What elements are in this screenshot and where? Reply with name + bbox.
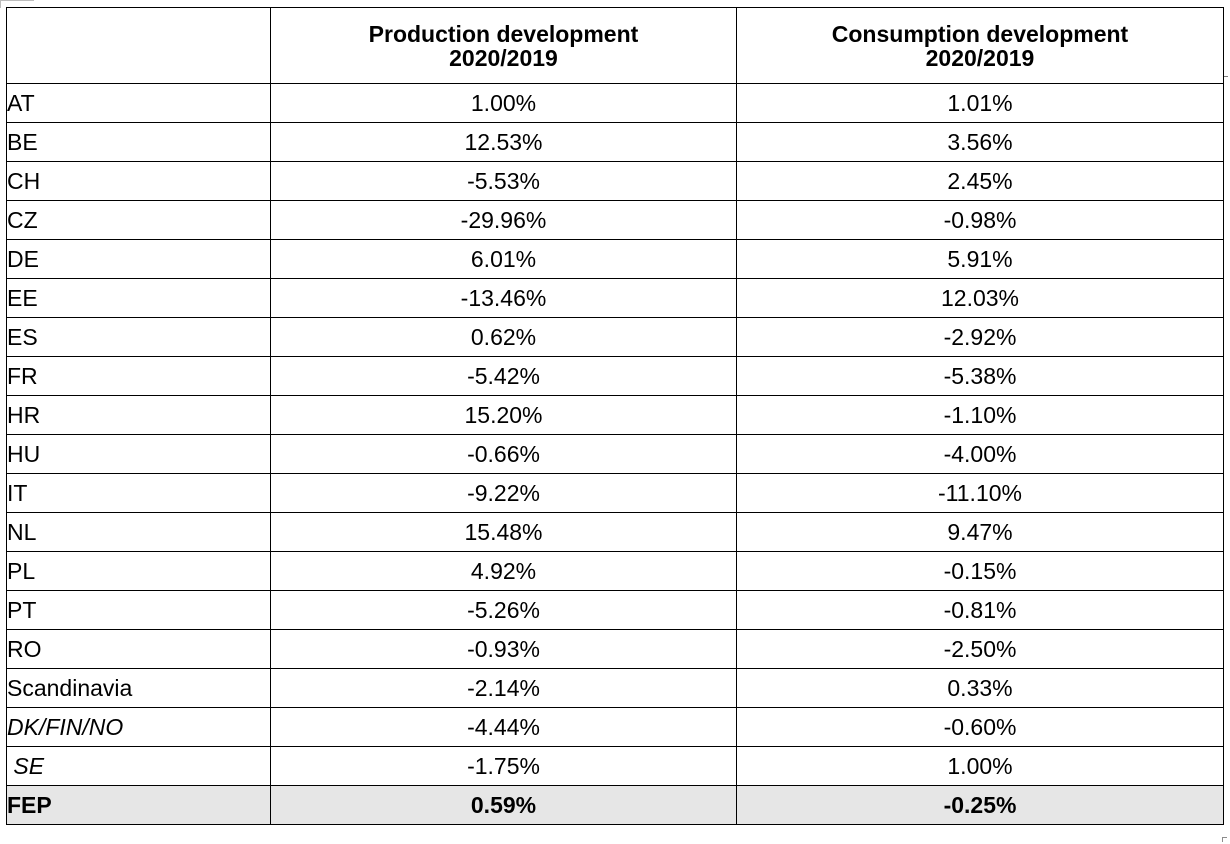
consumption-cell: 3.56% xyxy=(736,122,1224,162)
production-cell: 4.92% xyxy=(270,551,737,591)
production-cell: 15.48% xyxy=(270,512,737,552)
table-row: EE -13.46% 12.03% xyxy=(6,278,1224,318)
region-cell: FR xyxy=(6,356,271,396)
region-cell: CZ xyxy=(6,200,271,240)
table-row: SE -1.75% 1.00% xyxy=(6,746,1224,786)
header-consumption: Consumption development 2020/2019 xyxy=(736,7,1224,84)
production-cell: -4.44% xyxy=(270,707,737,747)
consumption-cell: -0.81% xyxy=(736,590,1224,630)
production-cell: -0.93% xyxy=(270,629,737,669)
consumption-cell: -0.98% xyxy=(736,200,1224,240)
consumption-cell: -1.10% xyxy=(736,395,1224,435)
resize-corner-tick xyxy=(1222,837,1227,842)
consumption-cell: 0.33% xyxy=(736,668,1224,708)
production-cell: -2.14% xyxy=(270,668,737,708)
header-row: Production development 2020/2019 Consump… xyxy=(6,7,1224,84)
consumption-cell: 5.91% xyxy=(736,239,1224,279)
table-row: PL 4.92% -0.15% xyxy=(6,551,1224,591)
production-cell: 6.01% xyxy=(270,239,737,279)
region-cell: DK/FIN/NO xyxy=(6,707,271,747)
production-cell: -0.66% xyxy=(270,434,737,474)
table-row: CZ -29.96% -0.98% xyxy=(6,200,1224,240)
region-cell: HU xyxy=(6,434,271,474)
header-production-line-1: Production development xyxy=(368,20,639,47)
production-cell: 1.00% xyxy=(270,83,737,123)
consumption-cell: -0.15% xyxy=(736,551,1224,591)
region-cell: ES xyxy=(6,317,271,357)
table-row: FR -5.42% -5.38% xyxy=(6,356,1224,396)
header-production: Production development 2020/2019 xyxy=(270,7,737,84)
consumption-cell: 1.00% xyxy=(736,746,1224,786)
header-production-line-2: 2020/2019 xyxy=(449,44,558,71)
region-cell: Scandinavia xyxy=(6,668,271,708)
consumption-cell: -11.10% xyxy=(736,473,1224,513)
production-cell: 0.62% xyxy=(270,317,737,357)
table-row: IT -9.22% -11.10% xyxy=(6,473,1224,513)
total-row: FEP 0.59% -0.25% xyxy=(6,785,1224,825)
header-consumption-line-2: 2020/2019 xyxy=(925,44,1035,71)
table-row: RO -0.93% -2.50% xyxy=(6,629,1224,669)
consumption-cell: 9.47% xyxy=(736,512,1224,552)
production-cell: 12.53% xyxy=(270,122,737,162)
production-cell: -29.96% xyxy=(270,200,737,240)
region-cell: PL xyxy=(6,551,271,591)
production-cell: 0.59% xyxy=(270,785,737,825)
consumption-cell: 12.03% xyxy=(736,278,1224,318)
production-cell: -1.75% xyxy=(270,746,737,786)
region-cell: EE xyxy=(6,278,271,318)
consumption-cell: -2.92% xyxy=(736,317,1224,357)
table-row: DE 6.01% 5.91% xyxy=(6,239,1224,279)
development-table: Production development 2020/2019 Consump… xyxy=(6,7,1224,825)
table-row: AT 1.00% 1.01% xyxy=(6,83,1224,123)
region-cell: BE xyxy=(6,122,271,162)
region-cell: CH xyxy=(6,161,271,201)
consumption-cell: 2.45% xyxy=(736,161,1224,201)
region-cell: AT xyxy=(6,83,271,123)
consumption-cell: -0.60% xyxy=(736,707,1224,747)
region-cell: RO xyxy=(6,629,271,669)
header-consumption-line-1: Consumption development xyxy=(831,20,1129,47)
table-row: PT -5.26% -0.81% xyxy=(6,590,1224,630)
table-row: NL 15.48% 9.47% xyxy=(6,512,1224,552)
production-cell: 15.20% xyxy=(270,395,737,435)
sheet-corner-mark xyxy=(0,0,34,8)
production-cell: -9.22% xyxy=(270,473,737,513)
header-region xyxy=(6,7,271,84)
production-cell: -13.46% xyxy=(270,278,737,318)
table-row: DK/FIN/NO -4.44% -0.60% xyxy=(6,707,1224,747)
table-row: BE 12.53% 3.56% xyxy=(6,122,1224,162)
table-row: Scandinavia -2.14% 0.33% xyxy=(6,668,1224,708)
production-cell: -5.26% xyxy=(270,590,737,630)
table-row: HR 15.20% -1.10% xyxy=(6,395,1224,435)
gridline-tick xyxy=(1224,76,1228,77)
consumption-cell: -5.38% xyxy=(736,356,1224,396)
table-row: ES 0.62% -2.92% xyxy=(6,317,1224,357)
region-cell: NL xyxy=(6,512,271,552)
consumption-cell: -2.50% xyxy=(736,629,1224,669)
table-row: HU -0.66% -4.00% xyxy=(6,434,1224,474)
consumption-cell: -0.25% xyxy=(736,785,1224,825)
table-row: CH -5.53% 2.45% xyxy=(6,161,1224,201)
production-cell: -5.53% xyxy=(270,161,737,201)
consumption-cell: 1.01% xyxy=(736,83,1224,123)
region-cell: SE xyxy=(6,746,271,786)
region-cell: DE xyxy=(6,239,271,279)
region-cell: HR xyxy=(6,395,271,435)
region-cell: IT xyxy=(6,473,271,513)
production-cell: -5.42% xyxy=(270,356,737,396)
region-cell: FEP xyxy=(6,785,271,825)
region-cell: PT xyxy=(6,590,271,630)
consumption-cell: -4.00% xyxy=(736,434,1224,474)
